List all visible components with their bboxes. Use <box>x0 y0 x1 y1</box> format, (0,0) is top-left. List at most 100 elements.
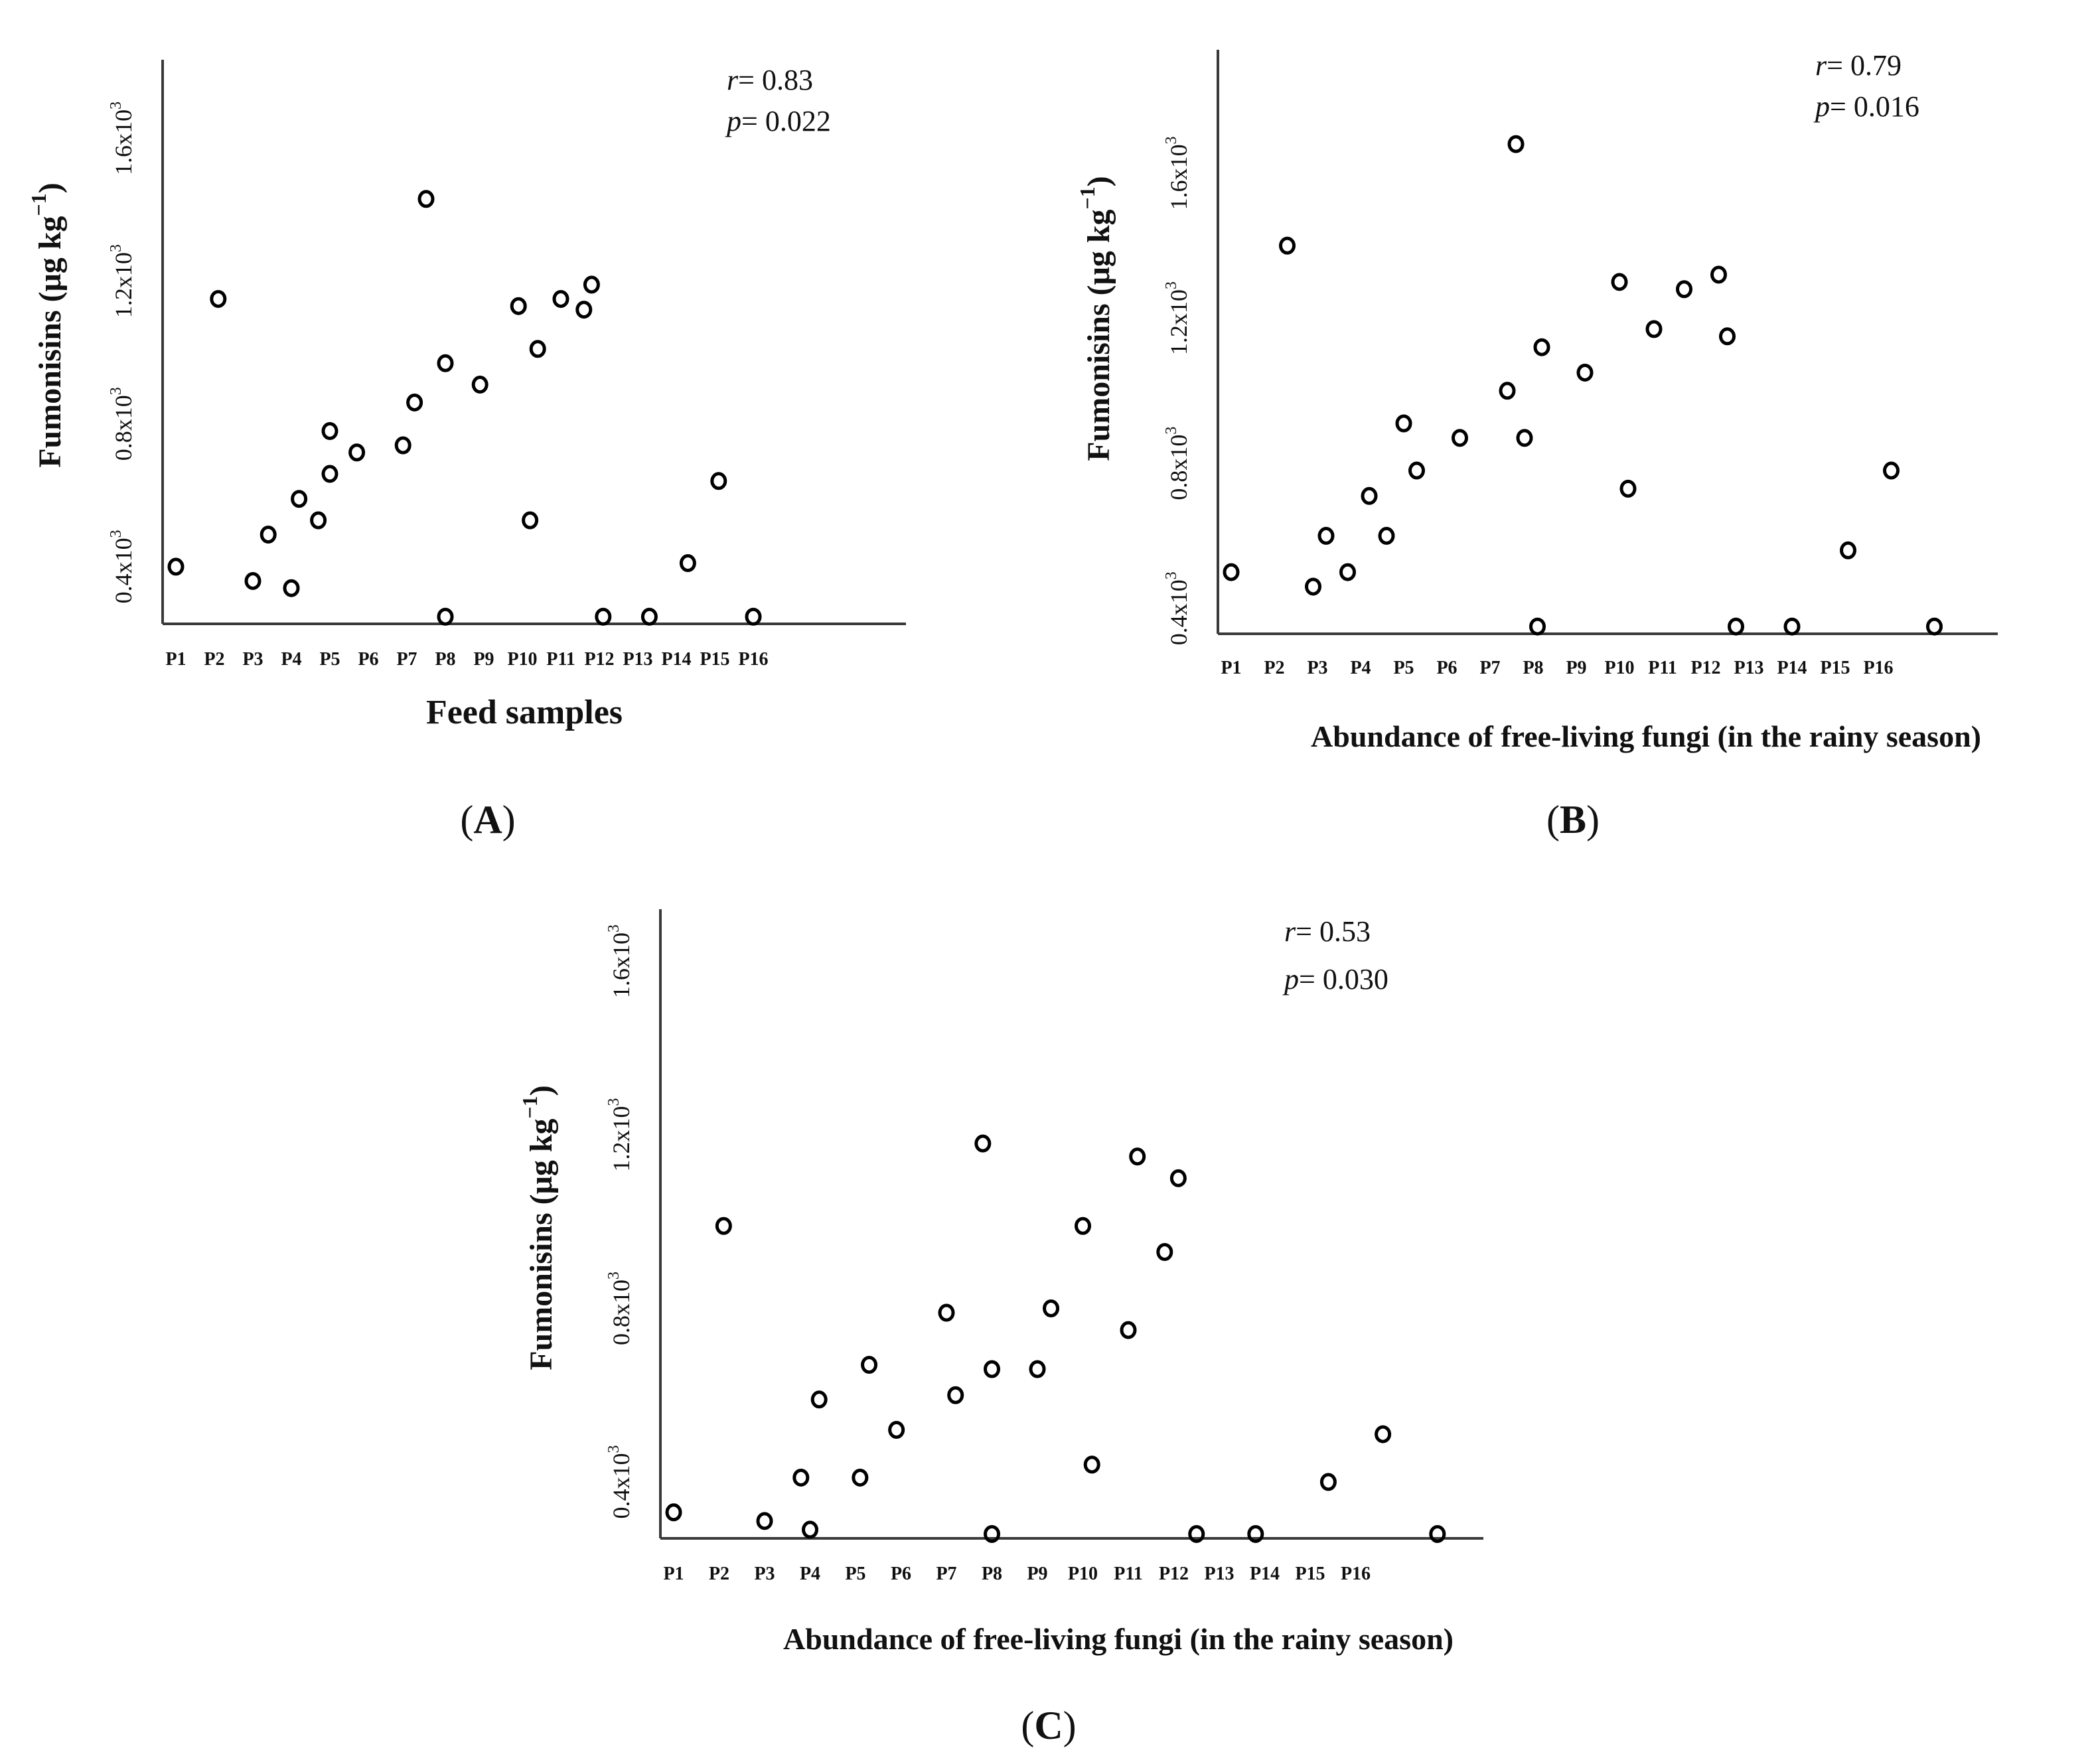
data-point <box>1883 461 1900 480</box>
x-tick-label: P9 <box>1027 1564 1047 1584</box>
panel-label-letter: A <box>473 798 502 842</box>
x-tick-label: P15 <box>1295 1564 1325 1584</box>
data-point <box>984 1524 1000 1543</box>
r-value: = 0.83 <box>738 64 813 96</box>
panel-label-letter: C <box>1034 1704 1063 1747</box>
panel-label-open: ( <box>460 798 473 842</box>
y-tick-base: 1.2x10 <box>608 1106 635 1171</box>
panel-label-close: ) <box>1063 1704 1077 1747</box>
x-tick-label: P8 <box>435 649 455 670</box>
x-tick-label: P3 <box>242 649 263 670</box>
y-tick-label: 0.4x103 <box>1163 571 1193 645</box>
y-tick-exponent: 3 <box>108 387 125 395</box>
x-tick-label: P16 <box>1341 1564 1371 1584</box>
r-value-label: r= 0.53 <box>1284 915 1371 948</box>
data-point <box>1129 1147 1146 1166</box>
data-point <box>1075 1216 1091 1235</box>
x-tick-label: P4 <box>281 649 301 670</box>
data-point <box>437 354 454 372</box>
y-tick-exponent: 3 <box>605 1445 623 1453</box>
y-tick-label: 0.8x103 <box>1163 427 1193 500</box>
data-point <box>1188 1524 1205 1543</box>
x-tick-label: P11 <box>1648 658 1677 678</box>
panel-label-open: ( <box>1546 798 1560 842</box>
data-point <box>1319 1473 1337 1491</box>
r-symbol: r <box>727 64 739 96</box>
y-tick-base: 1.6x10 <box>1165 144 1192 210</box>
x-tick-label: P16 <box>738 649 768 670</box>
y-axis-title-exponent: −1 <box>518 1096 542 1118</box>
data-point <box>1619 479 1637 498</box>
y-tick-label: 0.4x103 <box>108 530 137 603</box>
y-tick-exponent: 3 <box>108 102 125 110</box>
y-tick-exponent: 3 <box>1163 427 1180 435</box>
x-tick-label: P7 <box>936 1564 956 1584</box>
x-tick-label: P12 <box>584 649 614 670</box>
data-point <box>1223 563 1240 581</box>
y-tick-exponent: 3 <box>605 924 623 932</box>
data-point <box>802 1520 818 1539</box>
data-point <box>938 1303 955 1322</box>
r-symbol: r <box>1815 49 1827 82</box>
p-value: = 0.030 <box>1299 963 1388 995</box>
x-tick-label: P6 <box>891 1564 911 1584</box>
r-value-label: r= 0.79 <box>1815 49 1902 82</box>
data-point <box>1926 617 1943 636</box>
x-tick-label: P1 <box>1221 658 1241 678</box>
y-tick-base: 0.4x10 <box>608 1453 635 1519</box>
data-point <box>595 607 612 626</box>
data-point <box>1719 327 1736 346</box>
data-point <box>321 421 338 440</box>
data-point <box>947 1386 964 1404</box>
data-point <box>745 607 762 626</box>
x-tick-label: P5 <box>845 1564 865 1584</box>
x-tick-label: P5 <box>319 649 340 670</box>
data-point <box>974 1134 992 1153</box>
p-symbol: p <box>725 105 741 137</box>
r-value: = 0.53 <box>1296 915 1371 948</box>
data-point <box>1576 363 1594 382</box>
x-tick-label: P14 <box>1250 1564 1280 1584</box>
y-tick-base: 0.4x10 <box>1165 579 1192 645</box>
data-point <box>1395 414 1412 433</box>
data-point <box>1676 280 1692 299</box>
y-tick-base: 1.2x10 <box>110 252 137 318</box>
x-tick-label: P13 <box>623 649 652 670</box>
p-symbol: p <box>1813 90 1830 123</box>
x-tick-label: P12 <box>1159 1564 1189 1584</box>
x-tick-label: P2 <box>204 649 224 670</box>
y-tick-label: 1.2x103 <box>108 244 137 318</box>
panel-label-close: ) <box>1586 798 1600 842</box>
data-point <box>1516 429 1533 447</box>
x-tick-label: P15 <box>1820 658 1850 678</box>
y-tick-base: 0.4x10 <box>110 538 137 603</box>
x-tick-label: P3 <box>754 1564 775 1584</box>
data-point <box>756 1512 773 1530</box>
x-tick-label: P1 <box>663 1564 684 1584</box>
y-tick-label: 1.6x103 <box>108 102 137 175</box>
x-tick-label: P8 <box>982 1564 1002 1584</box>
y-axis-title-close: ) <box>524 1085 559 1096</box>
data-point <box>1043 1299 1060 1317</box>
x-tick-label: P13 <box>1204 1564 1234 1584</box>
y-axis-title-close: ) <box>1081 176 1116 186</box>
x-tick-label: P11 <box>546 649 575 670</box>
x-tick-label: P15 <box>700 649 729 670</box>
data-point <box>1429 1524 1446 1543</box>
x-tick-label: P6 <box>358 649 378 670</box>
data-point <box>810 1390 828 1409</box>
data-point <box>1611 273 1628 291</box>
y-axis-title-main: Fumonisins (μg kg <box>524 1118 559 1370</box>
panel-label-close: ) <box>502 798 516 842</box>
x-axis-title: Abundance of free-living fungi (in the r… <box>783 1622 1454 1656</box>
y-axis-title-main: Fumonisins (μg kg <box>1081 209 1116 461</box>
data-point <box>861 1355 878 1374</box>
y-tick-label: 0.8x103 <box>605 1272 635 1345</box>
data-point <box>1305 577 1321 596</box>
data-point <box>1317 526 1335 545</box>
x-tick-label: P16 <box>1863 658 1893 678</box>
x-tick-label: P10 <box>1068 1564 1098 1584</box>
y-tick-exponent: 3 <box>1163 136 1180 144</box>
panel-label-letter: B <box>1560 798 1586 842</box>
